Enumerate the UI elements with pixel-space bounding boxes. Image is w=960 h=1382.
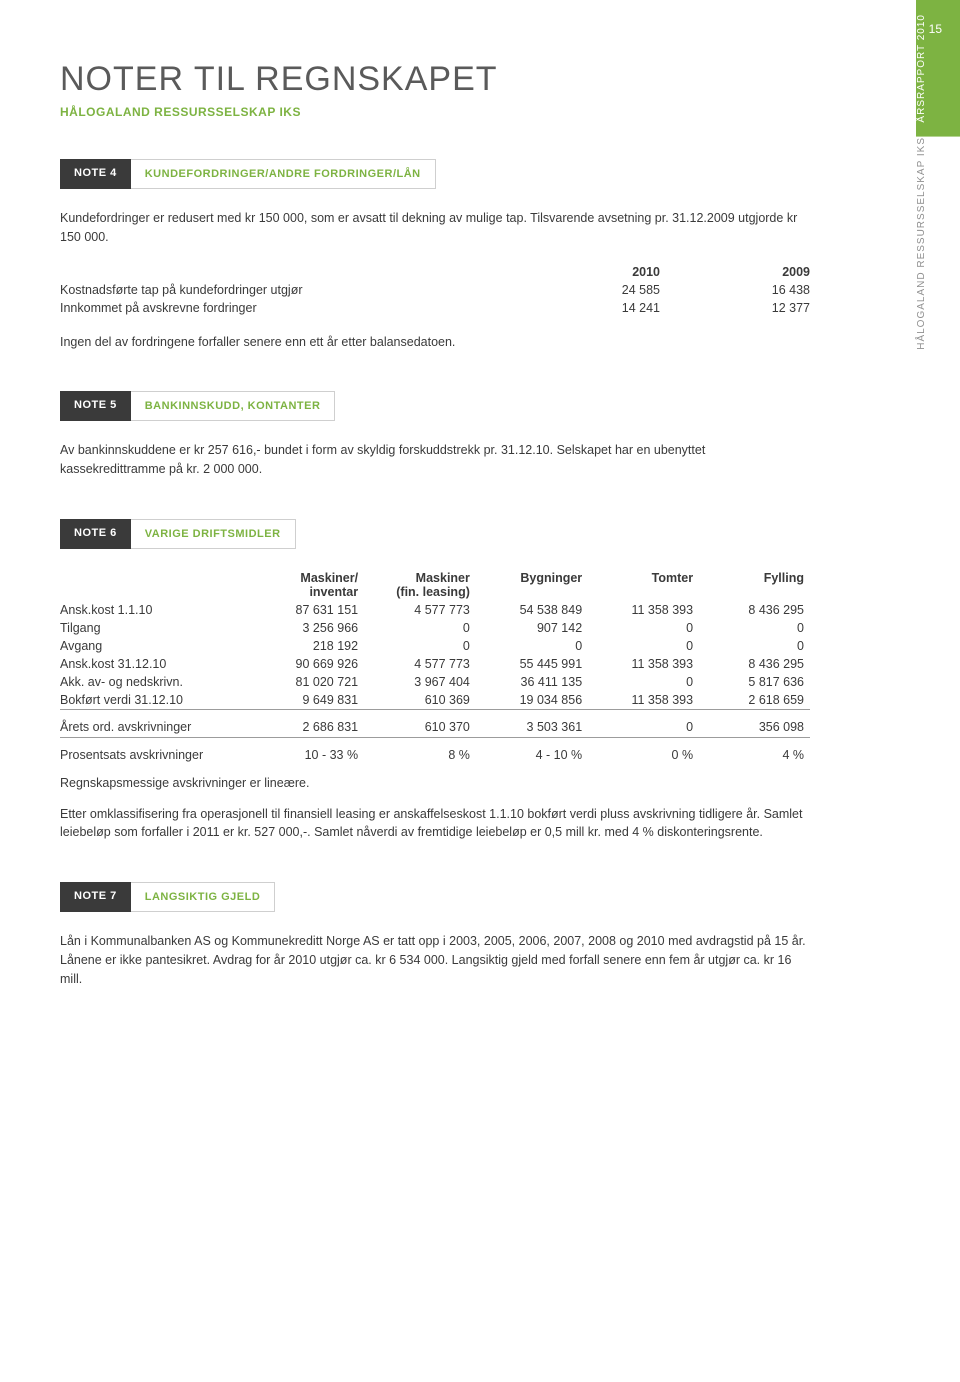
table-row: Prosentsats avskrivninger 10 - 33 % 8 % … bbox=[60, 746, 810, 764]
note7-badge: NOTE 7 bbox=[60, 882, 131, 912]
page-content: NOTER TIL REGNSKAPET HÅLOGALAND RESSURSS… bbox=[0, 0, 870, 1038]
note4-intro: Kundefordringer er redusert med kr 150 0… bbox=[60, 209, 810, 247]
note4-footer: Ingen del av fordringene forfaller sener… bbox=[60, 333, 810, 352]
sidebar-top-label: ÅRSRAPPORT 2010 bbox=[916, 0, 960, 137]
table-row: Kostnadsførte tap på kundefordringer utg… bbox=[60, 281, 810, 299]
note6-table: Maskiner/inventar Maskiner(fin. leasing)… bbox=[60, 569, 810, 764]
note6-header: NOTE 6 VARIGE DRIFTSMIDLER bbox=[60, 519, 810, 549]
note6-title: VARIGE DRIFTSMIDLER bbox=[131, 519, 296, 549]
note4-year2: 2009 bbox=[660, 263, 810, 281]
note5-header: NOTE 5 BANKINNSKUDD, KONTANTER bbox=[60, 391, 810, 421]
note5-badge: NOTE 5 bbox=[60, 391, 131, 421]
sidebar-bottom-label: HÅLOGALAND RESSURSSELSKAP IKS bbox=[916, 137, 960, 366]
note7-title: LANGSIKTIG GJELD bbox=[131, 882, 276, 912]
page-subtitle: HÅLOGALAND RESSURSSELSKAP IKS bbox=[60, 105, 810, 119]
note6-badge: NOTE 6 bbox=[60, 519, 131, 549]
note5-title: BANKINNSKUDD, KONTANTER bbox=[131, 391, 336, 421]
table-row: Akk. av- og nedskrivn.81 020 7213 967 40… bbox=[60, 673, 810, 691]
page-title: NOTER TIL REGNSKAPET bbox=[60, 60, 810, 99]
note5-body: Av bankinnskuddene er kr 257 616,- bunde… bbox=[60, 441, 810, 479]
table-row: Innkommet på avskrevne fordringer 14 241… bbox=[60, 299, 810, 317]
table-row: Ansk.kost 1.1.1087 631 1514 577 77354 53… bbox=[60, 601, 810, 619]
note4-badge: NOTE 4 bbox=[60, 159, 131, 189]
note4-table: 2010 2009 Kostnadsførte tap på kundeford… bbox=[60, 263, 810, 317]
table-row: Årets ord. avskrivninger 2 686 831 610 3… bbox=[60, 718, 810, 736]
table-row: Ansk.kost 31.12.1090 669 9264 577 77355 … bbox=[60, 655, 810, 673]
note6-after1: Regnskapsmessige avskrivninger er lineær… bbox=[60, 774, 810, 793]
page-number: 15 bbox=[929, 22, 942, 36]
note6-after2: Etter omklassifisering fra operasjonell … bbox=[60, 805, 810, 843]
note4-title: KUNDEFORDRINGER/ANDRE FORDRINGER/LÅN bbox=[131, 159, 436, 189]
table-row: Bokført verdi 31.12.109 649 831610 36919… bbox=[60, 691, 810, 709]
note4-year1: 2010 bbox=[510, 263, 660, 281]
sidebar-annual-report: 15 ÅRSRAPPORT 2010 HÅLOGALAND RESSURSSEL… bbox=[916, 0, 960, 365]
table-row: Avgang218 1920000 bbox=[60, 637, 810, 655]
note7-body: Lån i Kommunalbanken AS og Kommunekredit… bbox=[60, 932, 810, 988]
note7-header: NOTE 7 LANGSIKTIG GJELD bbox=[60, 882, 810, 912]
table-row: Tilgang3 256 9660907 14200 bbox=[60, 619, 810, 637]
note4-header: NOTE 4 KUNDEFORDRINGER/ANDRE FORDRINGER/… bbox=[60, 159, 810, 189]
